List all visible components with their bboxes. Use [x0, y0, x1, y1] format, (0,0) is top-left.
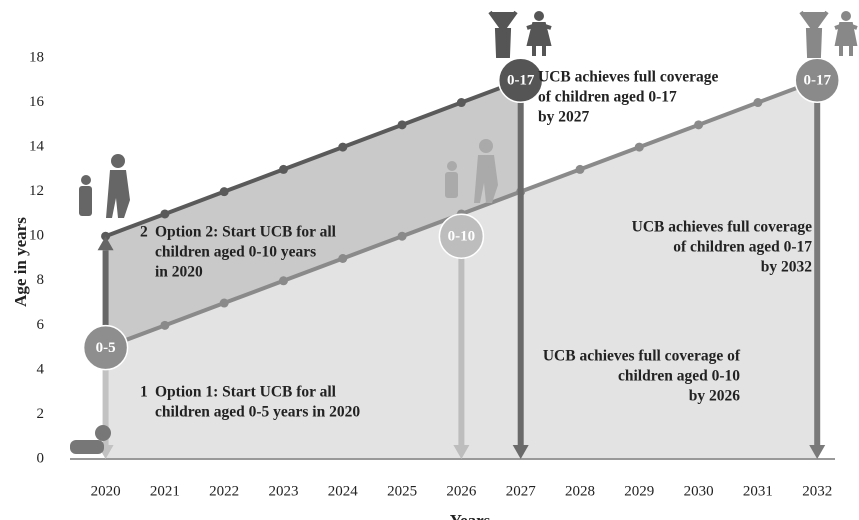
icons	[70, 10, 858, 454]
kid-icon	[526, 21, 552, 56]
x-tick-label: 2021	[150, 483, 180, 499]
y-tick-label: 0	[37, 450, 45, 466]
data-point	[397, 231, 407, 241]
badge-label: 0-10	[448, 229, 476, 245]
kid-icon	[534, 11, 544, 21]
x-tick-label: 2030	[684, 483, 714, 499]
child-icon	[79, 186, 92, 216]
x-tick-label: 2024	[328, 483, 359, 499]
note-text: UCB achieves full coverage of	[543, 348, 741, 365]
data-point	[219, 187, 229, 197]
x-tick-label: 2026	[446, 483, 477, 499]
note-text: of children aged 0-17	[538, 89, 677, 106]
data-point	[338, 142, 348, 152]
x-tick-label: 2032	[802, 483, 832, 499]
arrow-head	[512, 445, 529, 459]
data-point	[397, 120, 407, 130]
note-text: children aged 0-10	[618, 368, 740, 385]
y-tick-label: 6	[37, 317, 45, 333]
note-text: children aged 0-10 years	[155, 244, 316, 261]
kid-icon	[488, 10, 518, 58]
child-icon	[445, 172, 458, 198]
data-point	[338, 254, 348, 263]
x-tick-label: 2031	[743, 483, 773, 499]
data-point	[219, 298, 229, 308]
y-tick-label: 10	[29, 228, 44, 244]
badge	[794, 57, 840, 104]
badge-label: 0-5	[96, 340, 116, 356]
data-point	[753, 98, 763, 108]
x-tick-label: 2027	[506, 483, 537, 499]
badge	[82, 324, 129, 371]
data-point	[278, 276, 288, 286]
note-text: children aged 0-5 years in 2020	[155, 404, 360, 421]
note-text: of children aged 0-17	[673, 239, 812, 256]
series-line	[104, 78, 522, 239]
baby-icon	[95, 425, 111, 441]
y-tick-label: 8	[37, 272, 45, 288]
y-tick-label: 2	[37, 406, 45, 422]
area	[105, 80, 521, 348]
kid-icon	[834, 21, 858, 56]
note-text: in 2020	[155, 264, 203, 281]
data-point	[278, 164, 288, 174]
parent-icon	[111, 154, 125, 168]
y-tick-label: 12	[29, 183, 44, 199]
x-tick-label: 2020	[91, 483, 121, 499]
data-point	[160, 209, 170, 219]
note-text: by 2032	[761, 259, 812, 276]
note-text: Option 2: Start UCB for all	[155, 224, 337, 241]
kid-icon	[841, 11, 851, 21]
note-number: 2	[140, 224, 148, 241]
note-text: by 2026	[689, 388, 740, 405]
data-point	[694, 120, 704, 130]
x-tick-label: 2028	[565, 483, 595, 499]
badge	[438, 213, 485, 259]
note-text: Option 1: Start UCB for all	[155, 384, 337, 401]
badge	[497, 57, 544, 104]
parent-icon	[474, 155, 498, 203]
child-icon	[447, 161, 457, 171]
data-point	[634, 142, 644, 152]
x-axis-label: Years	[450, 511, 491, 520]
kid-icon	[799, 10, 829, 58]
y-tick-label: 4	[37, 361, 45, 377]
child-icon	[81, 175, 91, 185]
parent-icon	[106, 170, 130, 218]
x-tick-label: 2022	[209, 483, 239, 499]
arrow-head	[97, 236, 114, 251]
badge-label: 0-17	[803, 73, 831, 89]
arrow-head	[809, 445, 826, 459]
y-tick-label: 16	[29, 94, 45, 110]
data-point	[160, 320, 170, 330]
x-tick-label: 2029	[624, 483, 654, 499]
arrow-head	[453, 445, 470, 459]
x-tick-label: 2025	[387, 483, 417, 499]
baby-icon	[70, 440, 104, 454]
badge-label: 0-17	[507, 73, 535, 89]
y-tick-label: 18	[29, 49, 44, 65]
y-tick-label: 14	[29, 139, 45, 155]
x-tick-label: 2023	[268, 483, 298, 499]
data-point	[456, 98, 466, 108]
note-text: UCB achieves full coverage	[538, 69, 718, 86]
note-text: UCB achieves full coverage	[632, 219, 812, 236]
note-number: 1	[140, 384, 148, 401]
parent-icon	[479, 139, 493, 153]
note-text: by 2027	[538, 109, 589, 126]
y-axis-label: Age in years	[11, 217, 30, 307]
data-point	[575, 164, 585, 174]
